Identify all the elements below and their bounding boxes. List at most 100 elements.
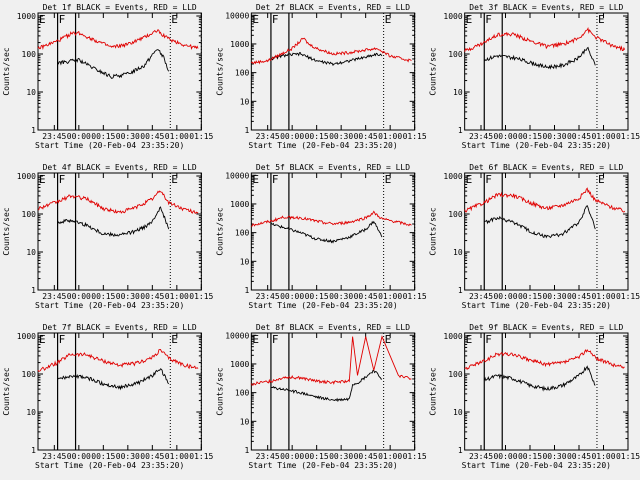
- y-tick-label: 1: [458, 446, 463, 455]
- y-tick-label: 1000: [443, 332, 462, 341]
- lld-series-line: [37, 190, 199, 214]
- y-tick-label: 10: [240, 417, 250, 426]
- x-tick-label: 01:00: [378, 452, 402, 461]
- x-axis-label: Start Time (20-Feb-04 23:35:20): [35, 141, 184, 150]
- x-axis-label: Start Time (20-Feb-04 23:35:20): [248, 141, 397, 150]
- lld-series-line: [464, 27, 626, 52]
- x-axis-label: Start Time (20-Feb-04 23:35:20): [462, 301, 611, 310]
- interval-marker-label: E: [385, 333, 392, 346]
- x-tick-label: 00:15: [518, 292, 542, 301]
- x-tick-label: 00:45: [354, 452, 378, 461]
- events-series-line: [270, 220, 383, 244]
- y-tick-label: 10: [453, 88, 463, 97]
- interval-marker-label: E: [39, 173, 46, 186]
- lld-series-line: [464, 187, 626, 213]
- y-tick-label: 10000: [225, 11, 249, 20]
- events-series-line: [483, 365, 596, 392]
- x-tick-label: 00:15: [518, 452, 542, 461]
- x-tick-label: 00:30: [329, 292, 353, 301]
- x-tick-label: 00:45: [140, 452, 164, 461]
- x-tick-label: 01:15: [616, 132, 640, 141]
- x-tick-label: 00:00: [280, 132, 304, 141]
- interval-marker-label: E: [385, 13, 392, 26]
- lld-series-line: [37, 29, 199, 51]
- interval-marker-label: E: [466, 333, 473, 346]
- lld-series-line: [464, 348, 625, 371]
- x-tick-label: 01:00: [378, 292, 402, 301]
- events-series-line: [484, 204, 596, 239]
- x-tick-label: 01:00: [591, 132, 615, 141]
- panel-title: Det 1f BLACK = Events, RED = LLD: [43, 3, 197, 12]
- y-axis-label: Counts/sec: [429, 367, 438, 415]
- x-tick-label: 23:45: [256, 292, 280, 301]
- detector-panel: Det 3f BLACK = Events, RED = LLD 1 10 100 10…: [429, 3, 640, 150]
- interval-marker-label: E: [598, 173, 605, 186]
- x-tick-label: 00:45: [140, 132, 164, 141]
- x-tick-label: 01:00: [165, 452, 189, 461]
- events-series-line: [270, 369, 383, 403]
- y-tick-label: 10: [453, 248, 463, 257]
- interval-marker-label: E: [39, 333, 46, 346]
- interval-marker-label: F: [272, 173, 279, 186]
- detector-panel: Det 8f BLACK = Events, RED = LLD 1 10 100 10…: [215, 323, 427, 470]
- interval-marker-label: E: [252, 333, 259, 346]
- y-tick-label: 1000: [230, 40, 249, 49]
- plot-frame: [37, 172, 202, 291]
- y-tick-label: 1000: [17, 172, 36, 181]
- lld-series-line: [250, 335, 412, 386]
- x-tick-label: 01:15: [189, 452, 213, 461]
- x-tick-label: 23:45: [256, 452, 280, 461]
- y-axis-label: Counts/sec: [2, 47, 11, 95]
- interval-marker-label: F: [485, 173, 492, 186]
- events-series-line: [57, 206, 170, 238]
- interval-marker-label: E: [252, 13, 259, 26]
- detector-panel: Det 1f BLACK = Events, RED = LLD 1 10 100 10…: [2, 3, 214, 150]
- events-series-line: [57, 49, 170, 79]
- panel-title: Det 5f BLACK = Events, RED = LLD: [256, 163, 410, 172]
- x-tick-label: 23:45: [469, 132, 493, 141]
- y-tick-label: 10000: [225, 331, 249, 340]
- plot-frame: [464, 332, 629, 451]
- y-tick-label: 1000: [17, 332, 36, 341]
- x-tick-label: 00:15: [518, 132, 542, 141]
- y-tick-label: 10: [240, 97, 250, 106]
- y-tick-label: 1: [31, 446, 36, 455]
- x-tick-label: 00:15: [305, 292, 329, 301]
- panel-title: Det 8f BLACK = Events, RED = LLD: [256, 323, 410, 332]
- x-tick-label: 00:30: [542, 292, 566, 301]
- y-tick-label: 1000: [230, 200, 249, 209]
- x-axis-label: Start Time (20-Feb-04 23:35:20): [35, 301, 184, 310]
- y-tick-label: 100: [22, 370, 37, 379]
- x-tick-label: 00:45: [567, 132, 591, 141]
- y-tick-label: 1: [458, 126, 463, 135]
- x-tick-label: 00:30: [329, 132, 353, 141]
- x-tick-label: 00:00: [493, 452, 517, 461]
- y-tick-label: 10000: [225, 171, 249, 180]
- x-tick-label: 00:15: [91, 132, 115, 141]
- panel-title: Det 7f BLACK = Events, RED = LLD: [43, 323, 197, 332]
- x-tick-label: 00:30: [542, 132, 566, 141]
- y-tick-label: 100: [448, 210, 463, 219]
- x-tick-label: 00:45: [354, 132, 378, 141]
- y-tick-label: 1: [31, 126, 36, 135]
- y-tick-label: 100: [235, 69, 250, 78]
- x-tick-label: 00:00: [67, 452, 91, 461]
- x-tick-label: 00:30: [116, 132, 140, 141]
- y-tick-label: 100: [448, 50, 463, 59]
- x-tick-label: 00:15: [305, 452, 329, 461]
- interval-marker-label: F: [485, 13, 492, 26]
- y-tick-label: 100: [235, 229, 250, 238]
- x-tick-label: 00:45: [567, 452, 591, 461]
- interval-marker-label: F: [59, 173, 66, 186]
- interval-marker-label: E: [598, 13, 605, 26]
- y-axis-label: Counts/sec: [215, 47, 224, 95]
- plot-frame: [464, 12, 629, 131]
- interval-marker-label: E: [171, 333, 178, 346]
- interval-marker-label: F: [59, 13, 66, 26]
- x-tick-label: 00:30: [542, 452, 566, 461]
- panel-title: Det 9f BLACK = Events, RED = LLD: [469, 323, 623, 332]
- y-tick-label: 1000: [17, 12, 36, 21]
- detector-panel: Det 2f BLACK = Events, RED = LLD 1 10 100 10…: [215, 3, 427, 150]
- events-series-line: [57, 368, 170, 391]
